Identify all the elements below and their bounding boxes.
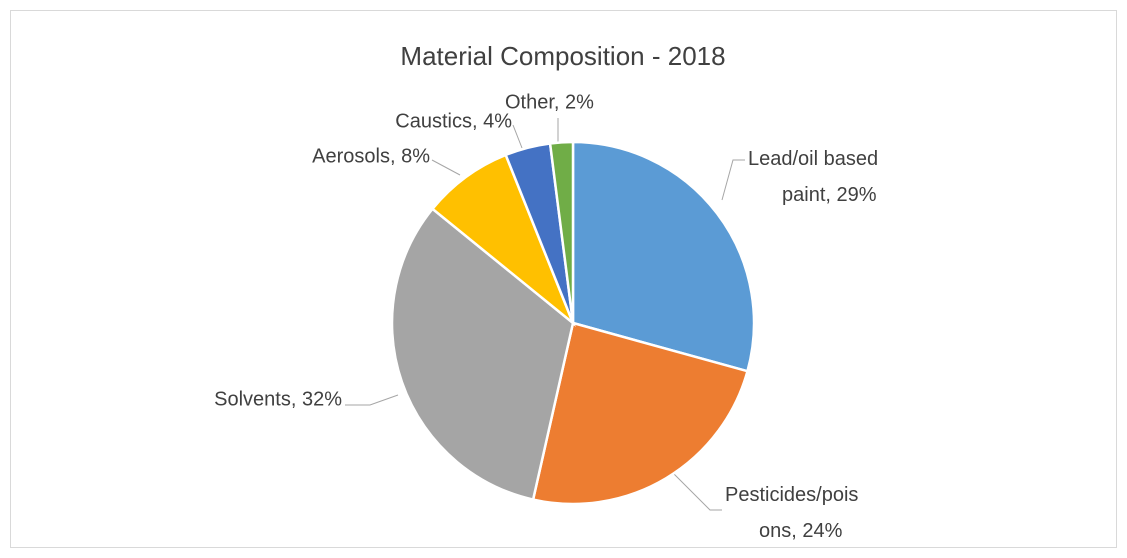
- data-label: Aerosols, 8%: [312, 145, 430, 167]
- leader-line: [512, 124, 523, 149]
- leader-line: [664, 464, 722, 511]
- pie-slice: [390, 207, 575, 502]
- data-label: Other, 2%: [505, 91, 594, 113]
- data-label: Pesticides/pois ons, 24%: [725, 484, 858, 542]
- leader-line: [721, 159, 745, 201]
- data-label-line: Pesticides/pois: [725, 484, 858, 506]
- data-label: Lead/oil based paint, 29%: [748, 148, 884, 206]
- pie-slice: [430, 153, 576, 328]
- data-label-line: Lead/oil based: [748, 148, 884, 170]
- leader-line: [431, 159, 461, 176]
- pie-slice: [531, 321, 749, 506]
- pie-slice: [548, 140, 575, 324]
- leader-line: [345, 394, 399, 406]
- chart-title: Material Composition - 2018: [400, 41, 725, 71]
- pie-slice: [571, 140, 756, 373]
- data-label-line: paint, 29%: [782, 184, 877, 206]
- data-label: Caustics, 4%: [395, 110, 512, 132]
- data-label: Solvents, 32%: [214, 388, 342, 410]
- data-label-line: ons, 24%: [759, 520, 843, 542]
